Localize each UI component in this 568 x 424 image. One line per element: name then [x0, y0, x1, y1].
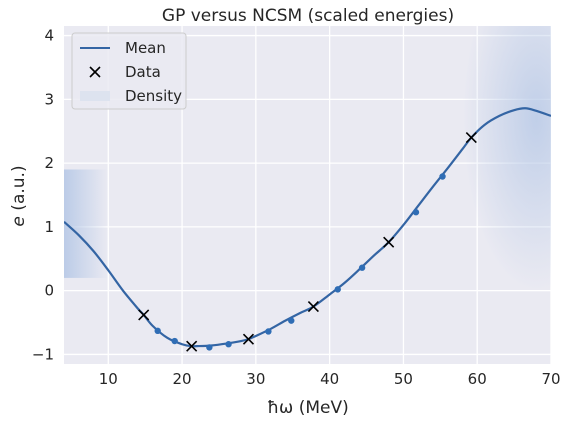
prediction-point [206, 344, 213, 351]
chart-title: GP versus NCSM (scaled energies) [162, 6, 454, 26]
y-tick-label: 0 [44, 282, 54, 300]
data-marker [307, 301, 319, 313]
legend-label-mean: Mean [125, 39, 166, 57]
legend-label-density: Density [125, 87, 182, 105]
y-axis-label: e (a.u.) [9, 165, 29, 226]
data-marker [383, 236, 395, 248]
legend-label-data: Data [125, 63, 161, 81]
x-tick-label: 50 [394, 370, 413, 388]
y-tick-label: 1 [44, 218, 54, 236]
x-tick-label: 30 [246, 370, 265, 388]
y-tick-label: 2 [44, 154, 54, 172]
prediction-point [334, 286, 341, 293]
density-right-shade [462, 26, 551, 291]
y-tick-label: 3 [44, 90, 54, 108]
density-band [64, 26, 551, 291]
legend-box [71, 32, 187, 110]
data-marker [242, 333, 255, 345]
prediction-point [225, 341, 232, 348]
legend-density-swatch [80, 91, 110, 101]
prediction-point [439, 173, 446, 180]
y-tick-label: −1 [32, 345, 54, 363]
legend-data-swatch [89, 66, 101, 78]
x-tick-label: 70 [541, 370, 560, 388]
prediction-point [171, 337, 178, 345]
tick-labels: 10 20 30 40 50 60 70 −1 0 1 2 3 4 [32, 27, 561, 388]
prediction-point [412, 209, 420, 216]
legend: Mean Data Density [71, 32, 187, 110]
x-tick-label: 40 [320, 370, 339, 388]
data-marker [138, 309, 150, 321]
y-axis-label-unit: (a.u.) [9, 165, 29, 216]
x-tick-label: 20 [173, 370, 192, 388]
x-tick-label: 60 [468, 370, 487, 388]
x-tick-label: 10 [99, 370, 118, 388]
series-layer [64, 107, 551, 352]
data-marker [465, 132, 477, 144]
prediction-point [265, 328, 272, 335]
data-marker [186, 340, 198, 352]
prediction-point [288, 317, 295, 324]
x-axis-label: ħω (MeV) [267, 398, 348, 418]
y-axis-label-var: e [9, 216, 29, 226]
prediction-point [154, 327, 161, 335]
prediction-point [358, 264, 366, 271]
y-tick-label: 4 [44, 27, 54, 45]
